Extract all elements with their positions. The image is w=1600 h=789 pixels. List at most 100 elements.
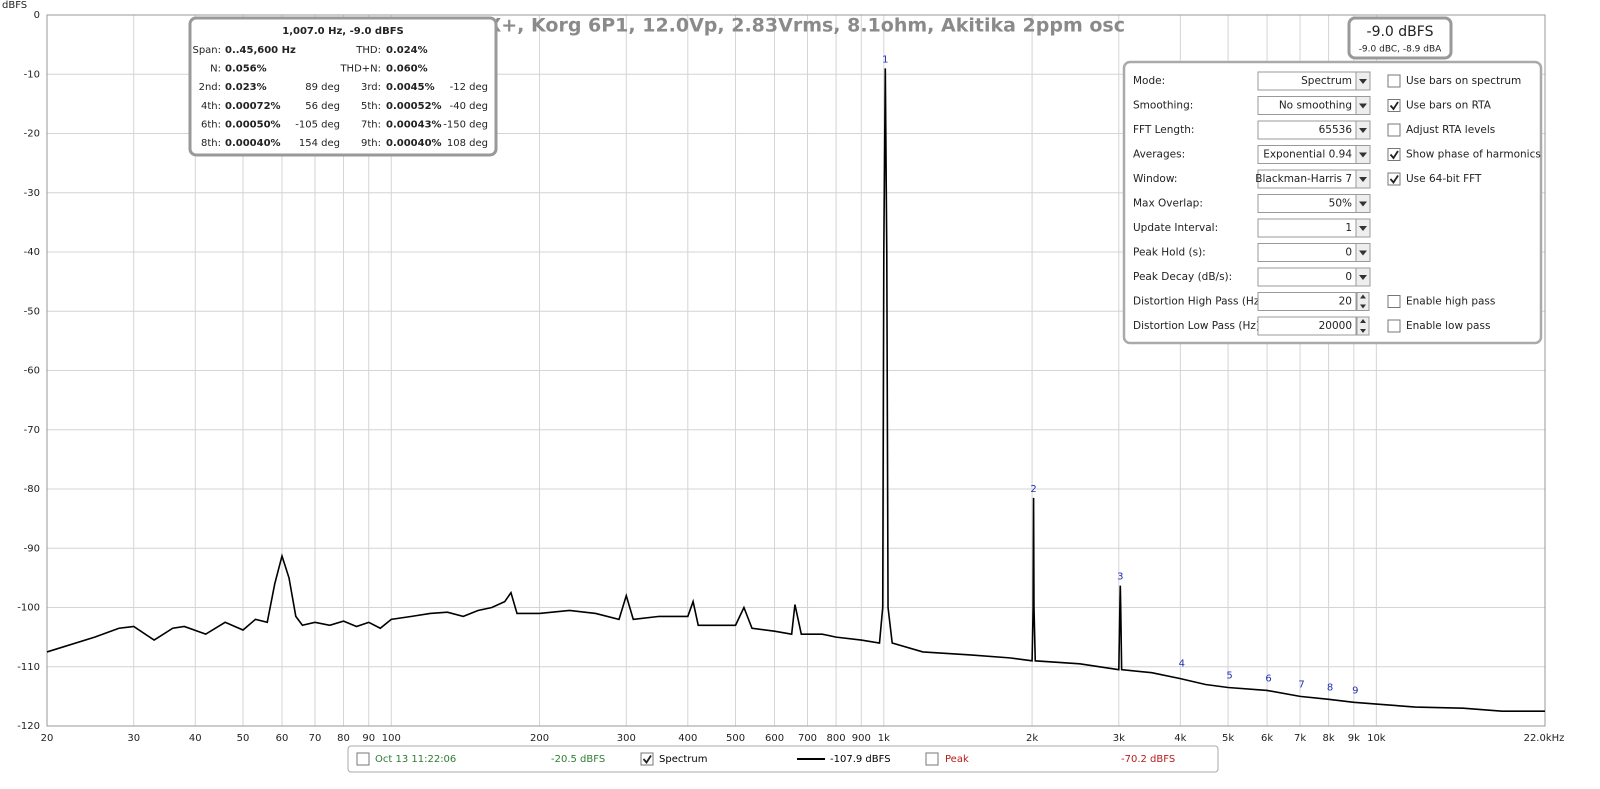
stat-phase: -150 deg <box>443 119 488 130</box>
field-value[interactable]: Exponential 0.94 <box>1263 149 1352 161</box>
checkbox-box[interactable] <box>1387 319 1401 333</box>
x-tick-label: 200 <box>530 733 549 744</box>
checkbox[interactable] <box>1387 99 1401 112</box>
level-main: -9.0 dBFS <box>1367 24 1434 40</box>
stat-phase: -40 deg <box>450 101 488 112</box>
checkbox[interactable] <box>1387 123 1401 137</box>
x-tick-label: 30 <box>127 733 140 744</box>
checkbox-box[interactable] <box>1387 295 1401 308</box>
dropdown[interactable]: 0 <box>1257 267 1371 287</box>
dropdown[interactable]: 65536 <box>1257 120 1371 140</box>
control-label: Peak Decay (dB/s): <box>1133 271 1232 283</box>
field-value[interactable]: 20 <box>1339 296 1352 308</box>
y-tick-label: -20 <box>24 129 40 140</box>
dropdown[interactable]: 0 <box>1257 243 1371 262</box>
dropdown[interactable]: Exponential 0.94 <box>1257 145 1371 164</box>
plot: 1 2 3 4 5 6 7 8 9 <box>46 54 1545 712</box>
dropdown[interactable]: No smoothing <box>1257 96 1371 115</box>
field-box[interactable] <box>1257 218 1357 238</box>
dropdown[interactable]: Spectrum <box>1257 71 1371 91</box>
dropdown[interactable]: 1 <box>1257 218 1371 238</box>
field-value[interactable]: 0 <box>1345 271 1352 283</box>
checkbox-box[interactable] <box>1387 123 1401 137</box>
legend-name: Peak <box>945 754 969 765</box>
checkbox[interactable] <box>356 752 370 766</box>
x-tick-label: 50 <box>237 733 250 744</box>
dropdown-arrow <box>1359 275 1367 280</box>
dropdown-arrow <box>1359 177 1367 182</box>
checkbox[interactable] <box>1387 172 1401 186</box>
x-tick-label: 9k <box>1348 733 1360 744</box>
x-tick-label: 600 <box>765 733 784 744</box>
legend-name: Spectrum <box>659 754 707 765</box>
x-tick-label: 70 <box>309 733 322 744</box>
field-value[interactable]: 65536 <box>1319 124 1353 136</box>
level-sub: -9.0 dBC, -8.9 dBA <box>1359 45 1442 55</box>
dropdown[interactable]: Blackman-Harris 7 <box>1255 169 1371 189</box>
legend-value: -70.2 dBFS <box>1121 754 1175 765</box>
y-tick-label: -40 <box>24 247 40 258</box>
field-value[interactable]: 50% <box>1329 198 1352 210</box>
x-tick-label: 500 <box>726 733 745 744</box>
field-value[interactable]: 1 <box>1345 222 1352 234</box>
checkbox-box[interactable] <box>925 752 939 766</box>
control-label: Max Overlap: <box>1133 198 1203 210</box>
field-value[interactable]: 0 <box>1345 247 1352 259</box>
dropdown-arrow <box>1359 79 1367 84</box>
checkmark <box>1389 175 1399 185</box>
x-tick-label: 90 <box>362 733 375 744</box>
stat-value: 0..45,600 Hz <box>225 45 296 56</box>
legend-value: -107.9 dBFS <box>830 754 891 765</box>
field-value[interactable]: 20000 <box>1319 320 1352 332</box>
x-tick-label: 300 <box>617 733 636 744</box>
checkbox[interactable] <box>1387 74 1401 88</box>
checkbox[interactable] <box>1387 319 1401 333</box>
spin-arrows <box>1360 319 1366 333</box>
stat-phase: 154 deg <box>299 138 340 149</box>
stat-value: 0.0045% <box>386 82 435 93</box>
x-tick-label: 40 <box>189 733 202 744</box>
spectrum-line <box>46 68 1545 712</box>
stat-value: 0.00050% <box>225 119 281 130</box>
field-value[interactable]: Blackman-Harris 7 <box>1255 173 1352 185</box>
x-tick-label: 80 <box>337 733 350 744</box>
spin-button[interactable] <box>1356 292 1370 311</box>
y-tick-label: -30 <box>24 188 40 199</box>
legend-name: Oct 13 11:22:06 <box>375 754 456 765</box>
dropdown-arrow <box>1359 152 1367 158</box>
field-box[interactable] <box>1257 316 1357 336</box>
stat-phase: 89 deg <box>305 82 340 93</box>
option-label: Use bars on RTA <box>1406 100 1492 112</box>
harmonic-marker: 8 <box>1327 682 1333 693</box>
field-value[interactable]: No smoothing <box>1279 100 1352 112</box>
spin-button[interactable] <box>1356 316 1370 336</box>
checkbox[interactable] <box>1387 295 1401 308</box>
stat-phase: -105 deg <box>295 119 340 130</box>
stat-value: 0.00040% <box>386 138 442 149</box>
x-tick-label: 5k <box>1222 733 1234 744</box>
stat-value: 0.056% <box>225 64 267 75</box>
checkbox-box[interactable] <box>1387 74 1401 88</box>
checkbox[interactable] <box>1387 148 1401 161</box>
y-tick-label: -80 <box>24 484 40 495</box>
field-box[interactable] <box>1257 243 1357 262</box>
x-tick-label: 100 <box>382 733 401 744</box>
dropdown[interactable]: 50% <box>1257 194 1371 213</box>
stat-label: THD+N: <box>339 64 381 75</box>
option-label: Show phase of harmonics <box>1406 149 1541 161</box>
checkbox[interactable] <box>925 752 939 766</box>
stat-phase: -12 deg <box>450 82 488 93</box>
spinner[interactable]: 20 <box>1257 292 1370 311</box>
checkbox-box[interactable] <box>356 752 370 766</box>
plot-frame <box>46 14 1546 727</box>
level-frame <box>1347 16 1453 60</box>
field-value[interactable]: Spectrum <box>1301 75 1352 87</box>
level-box: -9.0 dBFS -9.0 dBC, -8.9 dBA <box>1347 16 1453 60</box>
checkbox[interactable] <box>640 752 654 766</box>
field-box[interactable] <box>1257 292 1357 311</box>
stat-label: 4th: <box>201 101 221 112</box>
field-box[interactable] <box>1257 267 1357 287</box>
spinner[interactable]: 20000 <box>1257 316 1370 336</box>
x-tick-label: 800 <box>827 733 846 744</box>
